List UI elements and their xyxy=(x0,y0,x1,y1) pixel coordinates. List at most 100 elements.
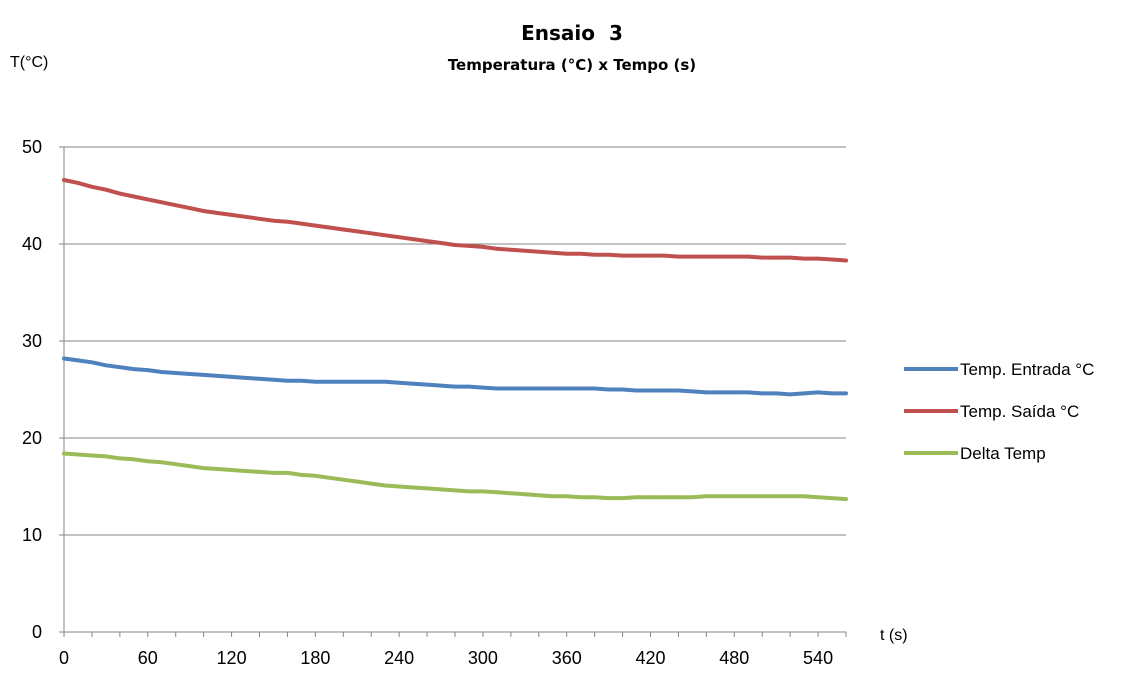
data-point xyxy=(132,194,136,199)
data-point xyxy=(690,495,695,499)
y-ticks: 0 10 20 30 40 50 xyxy=(22,137,64,642)
data-point xyxy=(844,258,848,263)
data-point xyxy=(397,380,401,385)
data-point xyxy=(425,486,429,491)
data-point xyxy=(592,386,597,391)
data-point xyxy=(481,489,485,494)
legend: Temp. Entrada °C Temp. Saída °C Delta Temp xyxy=(904,360,1094,463)
data-point xyxy=(802,256,806,261)
data-point xyxy=(341,227,346,232)
y-tick-label: 50 xyxy=(22,137,42,157)
x-tick-label: 60 xyxy=(138,648,158,668)
data-point xyxy=(369,379,374,384)
data-point xyxy=(550,250,555,255)
data-point xyxy=(243,469,248,473)
data-point xyxy=(774,391,778,396)
data-point xyxy=(509,491,513,496)
data-point xyxy=(774,494,778,499)
data-point xyxy=(662,388,667,393)
series-line-1 xyxy=(62,356,848,397)
data-point xyxy=(104,187,108,192)
data-point xyxy=(760,255,765,260)
data-point xyxy=(453,488,457,493)
data-point xyxy=(271,218,276,223)
data-point xyxy=(564,494,569,499)
data-point xyxy=(620,253,625,258)
x-tick-label: 480 xyxy=(719,648,749,668)
x-tick-label: 0 xyxy=(59,648,69,668)
data-point xyxy=(118,191,122,196)
data-point xyxy=(536,493,541,498)
data-point xyxy=(564,251,569,256)
data-point xyxy=(676,254,681,259)
data-point xyxy=(355,379,360,384)
data-point xyxy=(718,254,723,259)
data-point xyxy=(816,256,820,261)
data-point xyxy=(620,387,625,392)
data-point xyxy=(634,495,639,499)
data-point xyxy=(243,215,248,219)
data-point xyxy=(229,213,234,217)
data-point xyxy=(467,489,471,494)
data-point xyxy=(746,254,751,259)
data-point xyxy=(243,376,248,380)
data-point xyxy=(523,248,527,253)
data-point xyxy=(509,386,513,391)
data-point xyxy=(62,178,66,182)
data-point xyxy=(257,377,262,381)
data-point xyxy=(159,370,164,374)
data-point xyxy=(481,385,485,390)
data-point xyxy=(201,466,206,470)
legend-label: Temp. Saída °C xyxy=(960,402,1079,421)
data-point xyxy=(201,373,206,377)
data-point xyxy=(732,254,737,259)
data-point xyxy=(718,390,723,395)
chart-title: Ensaio 3 xyxy=(521,21,623,45)
data-point xyxy=(341,379,346,384)
data-point xyxy=(788,255,792,260)
data-point xyxy=(536,249,541,254)
data-point xyxy=(187,372,192,376)
data-point xyxy=(104,454,108,459)
data-point xyxy=(187,206,192,210)
data-point xyxy=(90,453,94,458)
x-tick-label: 420 xyxy=(635,648,665,668)
data-point xyxy=(830,391,834,396)
data-point xyxy=(341,477,346,482)
data-point xyxy=(145,197,150,202)
data-point xyxy=(844,391,848,396)
data-point xyxy=(215,467,220,471)
data-point xyxy=(383,379,387,384)
data-point xyxy=(662,253,667,258)
data-point xyxy=(397,484,401,489)
x-tick-label: 300 xyxy=(468,648,498,668)
data-point xyxy=(830,496,834,500)
data-point xyxy=(578,386,583,391)
data-point xyxy=(173,203,178,207)
data-point xyxy=(62,356,66,361)
axes xyxy=(63,147,846,633)
data-point xyxy=(132,367,136,371)
data-point xyxy=(173,462,178,466)
data-point xyxy=(383,233,387,238)
data-point xyxy=(802,494,806,499)
data-point xyxy=(159,200,164,205)
data-point xyxy=(257,216,262,221)
data-point xyxy=(257,470,262,474)
data-point xyxy=(467,244,471,248)
data-point xyxy=(425,382,429,387)
data-point xyxy=(578,495,583,499)
data-point xyxy=(676,495,681,499)
data-point xyxy=(830,257,834,262)
data-point xyxy=(215,211,220,215)
x-tick-label: 360 xyxy=(552,648,582,668)
data-point xyxy=(732,494,737,499)
data-point xyxy=(159,460,164,465)
series-lines xyxy=(62,178,848,502)
data-point xyxy=(313,223,318,228)
data-point xyxy=(76,452,80,457)
data-point xyxy=(495,490,499,495)
data-point xyxy=(104,363,108,368)
x-tick-label: 180 xyxy=(300,648,330,668)
